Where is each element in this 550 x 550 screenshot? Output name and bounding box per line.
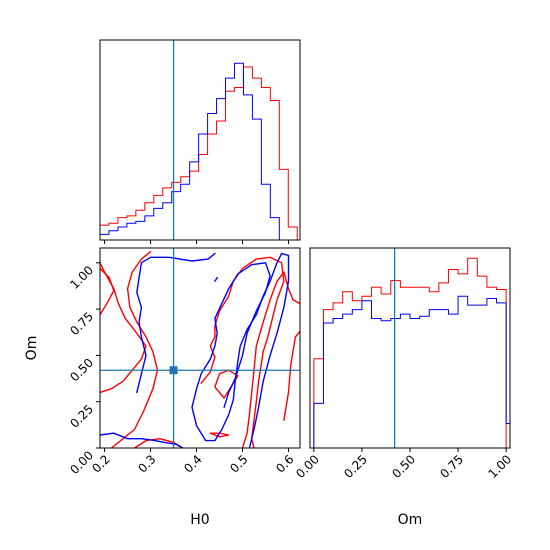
om-histogram-x-tick-label: 0.75 xyxy=(437,452,466,481)
contour-line-red-5 xyxy=(200,256,285,448)
contour-y-tick-label: 1.00 xyxy=(67,263,96,292)
contour-line-blue-3 xyxy=(223,252,290,448)
contour-y-tick-label: 0.25 xyxy=(67,402,96,431)
contour-line-red-2 xyxy=(110,250,159,448)
om-histogram-panel: 0.00 0.25 0.50 0.75 1.00 Om xyxy=(293,247,514,528)
contour-x-tick-label: 0.3 xyxy=(135,452,158,475)
contour-line-red-7 xyxy=(241,271,300,448)
h0-histogram-series-blue xyxy=(99,62,298,241)
contour-line-blue-2 xyxy=(191,262,271,442)
contour-line-blue-4 xyxy=(214,276,218,282)
contour-y-tick-label: 0.50 xyxy=(67,356,96,385)
om-histogram-series-red xyxy=(313,257,507,448)
y-axis-label-om: Om xyxy=(24,336,40,361)
contour-y-tick-label: 0.75 xyxy=(67,309,96,338)
h0-histogram-frame xyxy=(99,39,301,241)
contour-line-red-4 xyxy=(209,432,230,438)
om-histogram-series-blue xyxy=(313,295,510,448)
h0-om-contour-panel: 0.2 0.3 0.4 0.5 0.6 0.000.250.500.751.00 H0 … xyxy=(24,247,301,528)
om-histogram-frame xyxy=(309,247,511,449)
h0-histogram-series-red xyxy=(99,66,298,240)
om-histogram-x-tick-label: 0.50 xyxy=(389,452,418,481)
x-axis-label-h0: H0 xyxy=(190,512,209,528)
contour-line-blue-0 xyxy=(100,432,184,448)
om-histogram-x-tick-label: 0.25 xyxy=(341,452,370,481)
x-axis-label-om: Om xyxy=(398,512,423,528)
h0-histogram-panel xyxy=(99,39,301,244)
contour-x-tick-label: 0.5 xyxy=(227,452,250,475)
contour-line-red-1 xyxy=(100,267,115,316)
om-histogram-x-tick-label: 1.00 xyxy=(485,452,514,481)
om-histogram-x-tick-label: 0.00 xyxy=(293,452,322,481)
contour-line-red-8 xyxy=(283,330,300,421)
contour-frame xyxy=(99,247,301,449)
contour-line-red-0 xyxy=(100,262,147,394)
contour-line-blue-1 xyxy=(136,252,216,394)
joint-truth-marker xyxy=(169,366,178,375)
contour-line-red-3 xyxy=(133,438,184,448)
contour-x-tick-label: 0.4 xyxy=(181,452,204,475)
